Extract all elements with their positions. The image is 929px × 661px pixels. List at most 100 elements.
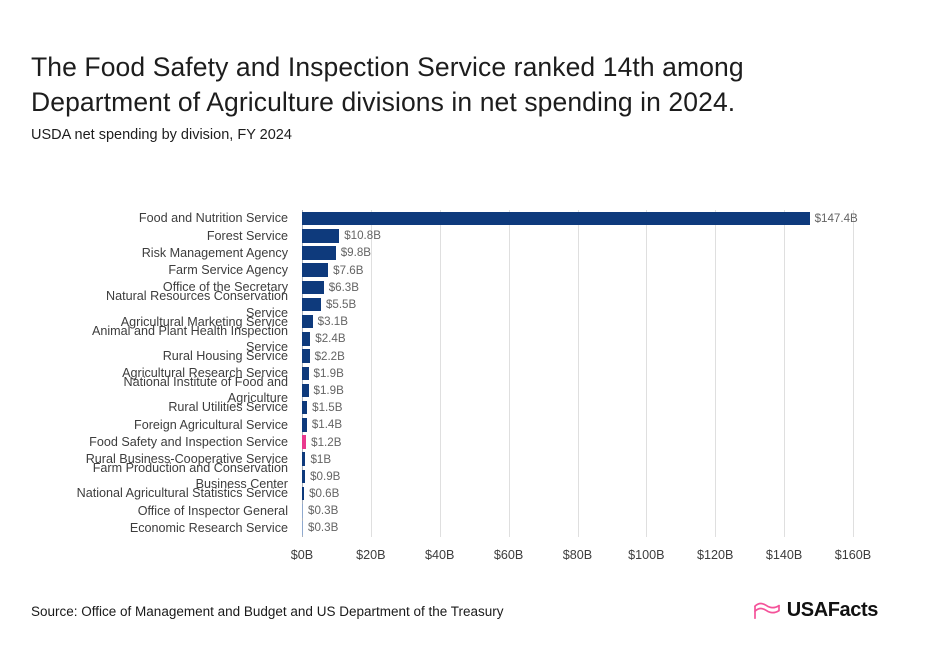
bar bbox=[302, 418, 307, 432]
category-label: Office of Inspector General bbox=[31, 502, 288, 519]
chart-row: Farm Production and Conservation Busines… bbox=[31, 461, 911, 491]
category-label: Food and Nutrition Service bbox=[31, 210, 288, 227]
category-label: Forest Service bbox=[31, 227, 288, 244]
value-label: $0.6B bbox=[309, 487, 340, 501]
bar-chart: Food and Nutrition Service $147.4B Forest … bbox=[31, 210, 911, 570]
chart-row: Rural Utilities Service $1.5B bbox=[31, 399, 911, 416]
x-tick-label: $120B bbox=[697, 548, 734, 562]
gridline bbox=[853, 210, 854, 537]
value-label: $2.2B bbox=[314, 349, 345, 363]
category-label: National Institute of Food and Agricultu… bbox=[31, 375, 288, 405]
chart-row: Animal and Plant Health Inspection Servi… bbox=[31, 324, 911, 354]
category-label: Farm Production and Conservation Busines… bbox=[31, 461, 288, 491]
bar-track: $1.4B bbox=[302, 416, 911, 433]
bar bbox=[302, 383, 309, 398]
gridline bbox=[646, 210, 648, 537]
page-title: The Food Safety and Inspection Service r… bbox=[31, 52, 744, 117]
chart-row: Risk Management Agency $9.8B bbox=[31, 244, 911, 261]
bar bbox=[302, 452, 306, 466]
bar-track: $1B bbox=[302, 451, 911, 468]
category-label-text: Agricultural Marketing Service bbox=[120, 314, 288, 329]
bar-track: $2.4B bbox=[302, 330, 911, 347]
bar bbox=[302, 314, 313, 329]
bar-track: $1.2B bbox=[302, 433, 911, 450]
category-label: Office of the Secretary bbox=[31, 279, 288, 296]
x-tick-label: $160B bbox=[834, 548, 872, 562]
value-label: $1.9B bbox=[313, 366, 344, 380]
bar bbox=[302, 229, 340, 243]
category-label-text: Rural Housing Service bbox=[162, 348, 288, 363]
category-label: Food Safety and Inspection Service bbox=[31, 433, 288, 450]
x-tick-label: $40B bbox=[425, 548, 455, 562]
bar-track: $6.3B bbox=[302, 279, 911, 296]
category-label: Agricultural Research Service bbox=[31, 365, 288, 382]
chart-row: Office of Inspector General $0.3B bbox=[31, 502, 911, 519]
bar-track: $1.5B bbox=[302, 399, 911, 416]
chart-row: Economic Research Service $0.3B bbox=[31, 519, 911, 536]
x-tick-label: $140B bbox=[765, 548, 803, 562]
bar-track: $0.6B bbox=[302, 485, 911, 502]
bar bbox=[302, 280, 324, 295]
category-label: Rural Business-Cooperative Service bbox=[31, 451, 288, 468]
value-label: $1.4B bbox=[311, 418, 343, 432]
value-label: $5.5B bbox=[325, 298, 357, 312]
chart-row: Office of the Secretary $6.3B bbox=[31, 279, 911, 296]
bar bbox=[302, 521, 304, 535]
category-label-text: Rural Utilities Service bbox=[168, 400, 288, 415]
bar-track: $7.6B bbox=[302, 262, 911, 279]
chart-row: National Institute of Food and Agricultu… bbox=[31, 375, 911, 405]
value-label: $0.3B bbox=[308, 521, 339, 535]
category-label-text: Forest Service bbox=[206, 228, 288, 243]
value-label: $10.8B bbox=[344, 229, 381, 243]
bar bbox=[302, 486, 305, 501]
bar-track: $2.2B bbox=[302, 348, 911, 365]
chart-row: Forest Service $10.8B bbox=[31, 227, 911, 244]
bar-track: $5.5B bbox=[302, 296, 911, 313]
category-label-text: Food and Nutrition Service bbox=[138, 211, 288, 226]
bar-track: $1.9B bbox=[302, 382, 911, 399]
bar-track: $0.9B bbox=[302, 468, 911, 485]
bar bbox=[302, 504, 304, 518]
category-label: Foreign Agricultural Service bbox=[31, 416, 288, 433]
value-label: $0.3B bbox=[308, 504, 339, 518]
usafacts-logo: USAFacts bbox=[753, 599, 878, 622]
value-label: $147.4B bbox=[814, 212, 858, 226]
usafacts-flag-icon bbox=[753, 602, 780, 620]
category-label-text: Animal and Plant Health Inspection Servi… bbox=[91, 323, 288, 354]
bar bbox=[302, 435, 307, 449]
bar bbox=[302, 400, 308, 415]
usafacts-logo-text: USAFacts bbox=[786, 599, 879, 621]
bar bbox=[302, 297, 321, 312]
x-tick-label: $60B bbox=[493, 548, 524, 562]
gridline bbox=[784, 210, 786, 537]
chart-row: Foreign Agricultural Service $1.4B bbox=[31, 416, 911, 433]
bar bbox=[302, 366, 309, 381]
source-note: Source: Office of Management and Budget … bbox=[31, 604, 504, 619]
category-label: Agricultural Marketing Service bbox=[31, 313, 288, 330]
chart-subtitle: USDA net spending by division, FY 2024 bbox=[31, 127, 292, 143]
chart-row: Food and Nutrition Service $147.4B bbox=[31, 210, 911, 227]
chart-row: Agricultural Research Service $1.9B bbox=[31, 365, 911, 382]
bar bbox=[302, 263, 329, 277]
category-label-text: Food Safety and Inspection Service bbox=[89, 434, 288, 449]
category-label: Risk Management Agency bbox=[31, 244, 288, 261]
x-tick-label: $80B bbox=[562, 548, 593, 562]
bar bbox=[302, 211, 810, 226]
category-label: Animal and Plant Health Inspection Servi… bbox=[31, 324, 288, 354]
chart-row: Food Safety and Inspection Service $1.2B bbox=[31, 433, 911, 450]
bar bbox=[302, 469, 306, 484]
category-label-text: Natural Resources Conservation Service bbox=[106, 289, 288, 320]
category-label-text: Office of Inspector General bbox=[137, 503, 288, 518]
bar bbox=[302, 332, 311, 346]
value-label: $1B bbox=[310, 452, 332, 466]
category-label: National Agricultural Statistics Service bbox=[31, 485, 288, 502]
category-label: Farm Service Agency bbox=[31, 262, 288, 279]
bar bbox=[302, 349, 310, 363]
chart-row: National Agricultural Statistics Service… bbox=[31, 485, 911, 502]
x-tick-label: $20B bbox=[356, 548, 386, 562]
bar bbox=[302, 246, 336, 260]
category-label-text: National Agricultural Statistics Service bbox=[76, 486, 288, 501]
bar-track: $147.4B bbox=[302, 210, 911, 227]
bar-track: $0.3B bbox=[302, 519, 911, 536]
